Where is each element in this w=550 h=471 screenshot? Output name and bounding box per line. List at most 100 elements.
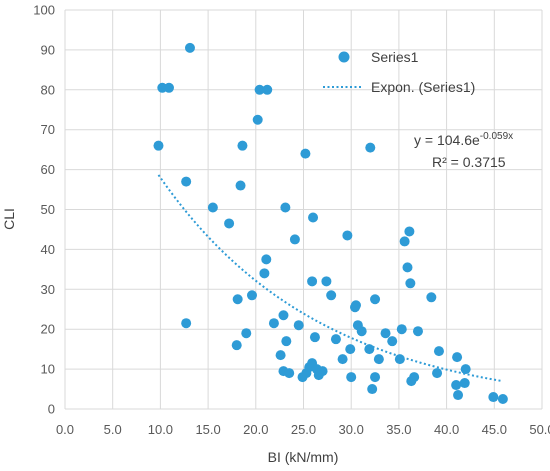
data-point <box>453 390 464 401</box>
data-point <box>370 294 381 305</box>
data-point <box>289 234 300 245</box>
data-point <box>433 346 444 357</box>
y-tick-label: 90 <box>41 42 55 57</box>
data-point <box>404 226 415 237</box>
x-axis-ticks: 0.0 5.0 10.0 15.0 20.0 25.0 30.0 35.0 40.0 45.0 50… <box>56 422 550 437</box>
data-point <box>364 344 375 355</box>
y-tick-label: 10 <box>41 362 55 377</box>
data-point <box>460 364 471 375</box>
data-point <box>405 278 416 289</box>
y-tick-label: 70 <box>41 122 55 137</box>
x-tick-label: 0.0 <box>56 422 74 437</box>
data-point <box>308 212 319 223</box>
data-point <box>309 332 320 343</box>
y-tick-label: 50 <box>41 202 55 217</box>
data-point <box>300 148 311 159</box>
data-point <box>497 394 508 405</box>
data-point <box>432 368 443 379</box>
data-point <box>261 254 272 265</box>
data-point <box>452 352 463 363</box>
data-point <box>356 326 367 337</box>
x-tick-label: 10.0 <box>148 422 173 437</box>
data-point <box>409 372 420 383</box>
x-tick-label: 45.0 <box>482 422 507 437</box>
x-tick-label: 25.0 <box>291 422 316 437</box>
data-point <box>330 334 341 345</box>
x-tick-label: 5.0 <box>104 422 122 437</box>
trendline <box>157 174 504 383</box>
legend: Series1 Expon. (Series1) <box>323 49 475 95</box>
data-point <box>367 384 378 395</box>
data-point <box>254 84 265 95</box>
data-point <box>402 262 413 273</box>
data-point <box>412 326 423 337</box>
equation-prefix: y = 104.6e <box>414 132 480 148</box>
data-point <box>346 372 357 383</box>
data-point <box>259 268 270 279</box>
data-point <box>488 392 499 403</box>
data-point <box>370 372 381 383</box>
legend-label-trendline: Expon. (Series1) <box>371 79 475 95</box>
x-tick-label: 50.0 <box>529 422 550 437</box>
equation-exponent: -0.059x <box>480 131 513 142</box>
x-tick-label: 15.0 <box>195 422 220 437</box>
y-tick-label: 60 <box>41 162 55 177</box>
data-point <box>451 380 462 391</box>
data-point <box>163 82 174 93</box>
x-tick-label: 20.0 <box>243 422 268 437</box>
y-tick-label: 80 <box>41 82 55 97</box>
data-point <box>246 290 257 301</box>
data-point <box>394 354 405 365</box>
data-points <box>153 42 508 405</box>
data-point <box>181 176 192 187</box>
gridlines <box>64 9 543 410</box>
x-axis-title: BI (kN/mm) <box>268 449 339 465</box>
data-point <box>337 354 348 365</box>
data-point <box>207 202 218 213</box>
data-point <box>284 368 295 379</box>
data-point <box>232 294 243 305</box>
data-point <box>252 114 263 125</box>
x-tick-label: 40.0 <box>434 422 459 437</box>
y-tick-label: 100 <box>33 3 55 18</box>
data-point <box>224 218 235 229</box>
y-tick-label: 0 <box>48 402 55 417</box>
data-point <box>350 300 361 311</box>
r-squared-label: R² = 0.3715 <box>432 154 506 170</box>
data-point <box>307 276 318 287</box>
data-point <box>184 42 195 53</box>
x-tick-label: 35.0 <box>386 422 411 437</box>
data-point <box>373 354 384 365</box>
data-point <box>231 340 242 351</box>
data-point <box>278 310 289 321</box>
y-tick-label: 40 <box>41 242 55 257</box>
data-point <box>342 230 353 241</box>
data-point <box>321 276 332 287</box>
data-point <box>459 378 470 389</box>
data-point <box>399 236 410 247</box>
y-axis-title: CLI <box>1 208 17 230</box>
legend-marker-series1 <box>338 51 350 63</box>
data-point <box>387 336 398 347</box>
data-point <box>153 140 164 151</box>
data-point <box>241 328 252 339</box>
data-point <box>237 140 248 151</box>
trendline-equation: y = 104.6e-0.059x R² = 0.3715 <box>414 131 513 170</box>
data-point <box>235 180 246 191</box>
data-point <box>317 366 328 377</box>
data-point <box>365 142 376 153</box>
data-point <box>181 318 192 329</box>
data-point <box>326 290 337 301</box>
data-point <box>345 344 356 355</box>
data-point <box>281 336 292 347</box>
data-point <box>268 318 279 329</box>
data-point <box>380 328 391 339</box>
data-point <box>262 84 273 95</box>
data-point <box>275 350 286 361</box>
data-point <box>280 202 291 213</box>
x-tick-label: 30.0 <box>339 422 364 437</box>
y-tick-label: 30 <box>41 282 55 297</box>
data-point <box>426 292 437 303</box>
equation-label: y = 104.6e-0.059x <box>414 131 513 148</box>
